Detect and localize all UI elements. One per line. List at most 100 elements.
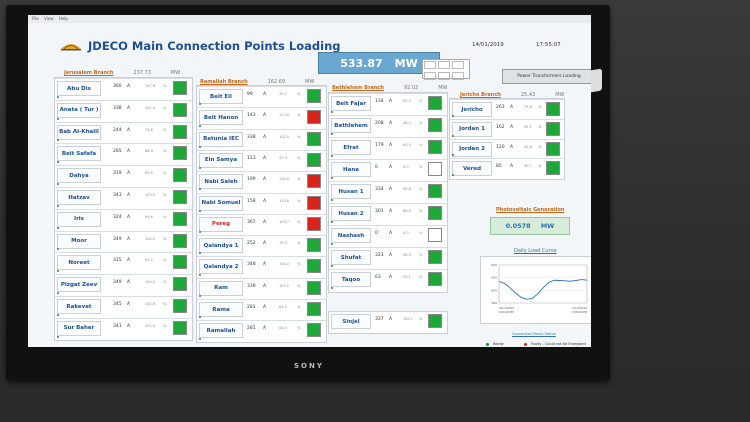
connection-point-row[interactable]: Ein Samya 113 A 57.3% <box>197 149 326 171</box>
point-amps: 281 <box>247 305 256 310</box>
point-percent-unit: % <box>538 164 542 169</box>
status-indicator <box>546 121 560 136</box>
ready-dot-icon <box>199 145 201 148</box>
connection-point-row[interactable]: Ramallah 281 A 84.0% <box>197 320 326 341</box>
point-percent: 99.8 <box>403 187 411 191</box>
connection-point-row[interactable]: Sinjel 337 A 100.7% <box>329 312 447 333</box>
connection-point-row[interactable]: Rakevet 345 A 102.6% <box>55 296 192 318</box>
status-indicator <box>307 110 321 125</box>
point-name: Hana <box>331 162 371 177</box>
connection-point-row[interactable]: Beit Safafa 285 A 86.9% <box>55 143 192 165</box>
pv-title: Photovoltaic Generation <box>496 207 565 213</box>
connection-point-row[interactable]: Beit Eil 99 A 30.2% <box>197 86 326 107</box>
connection-point-row[interactable]: Pizgat Zeev 349 A 104.2% <box>55 274 192 296</box>
branch-column-jerusalem: Abu Dis 360 A 107.6% Anata ( Tur ) 338 A 101.0%… <box>54 77 193 341</box>
connection-point-row[interactable]: Betunia IEC 338 A 101.0% <box>197 128 326 150</box>
status-indicator <box>173 255 187 270</box>
ready-dot-icon <box>452 134 454 137</box>
connection-point-row[interactable]: Beit Fajar 134 A 63.5% <box>329 93 447 115</box>
status-indicator <box>546 161 560 176</box>
connection-point-row[interactable]: Jordan 1 162 A 55.1% <box>450 118 564 139</box>
point-name: Noreet <box>57 255 101 271</box>
connection-point-row[interactable]: Husan 1 334 A 99.8% <box>329 181 447 203</box>
connection-points-status-link[interactable]: Connection Points Status <box>512 332 556 336</box>
connection-point-row[interactable]: Dahya 319 A 92.0% <box>55 165 192 187</box>
connection-point-row[interactable]: Jordan 2 120 A 40.6% <box>450 138 564 159</box>
connection-point-row[interactable]: Moor 349 A 104.2% <box>55 230 192 253</box>
point-name: Sinjel <box>331 314 371 329</box>
ready-dot-icon <box>331 221 333 223</box>
point-percent-unit: % <box>419 121 423 125</box>
connection-point-row[interactable]: Hana 0 A 0.0% <box>329 159 447 181</box>
connection-point-row[interactable]: Iris 324 A 95.6% <box>55 208 192 231</box>
point-percent: 113.6 <box>279 113 290 118</box>
point-percent: 96.5 <box>403 253 411 257</box>
point-name: Beit Fajar <box>331 96 371 111</box>
y-tick-label: 300 <box>491 301 497 305</box>
point-amps: 120 <box>496 144 505 150</box>
connection-point-row[interactable]: Bethlehem 208 A 48.2% <box>329 115 447 137</box>
connection-point-row[interactable]: Rama 281 A 84.0% <box>197 299 326 320</box>
point-amps: 315 <box>113 258 122 264</box>
connection-point-row[interactable]: Hatzav 343 A 103.0% <box>55 187 192 209</box>
connection-point-row[interactable]: Abu Dis 360 A 107.6% <box>55 78 192 100</box>
connection-point-row[interactable]: Sur Baher 341 A 101.0% <box>55 317 192 340</box>
power-transformers-button[interactable]: Power Transformers Loading <box>502 69 591 84</box>
point-amps: 244 <box>113 127 122 133</box>
point-percent: 63.5 <box>403 99 411 103</box>
menu-file[interactable]: File <box>32 16 39 21</box>
connection-point-row[interactable]: Nabi Somuel 158 A 125.6% <box>197 192 326 214</box>
point-percent-unit: % <box>419 231 423 235</box>
point-percent: 103.0 <box>145 193 156 197</box>
connection-point-row[interactable]: Anata ( Tur ) 338 A 101.0% <box>55 99 192 122</box>
status-indicator <box>428 314 442 328</box>
point-percent: 84.0 <box>279 305 287 309</box>
connection-point-row[interactable]: Pereg 367 A 109.7% <box>197 213 326 235</box>
ready-dot-icon <box>57 226 59 229</box>
status-indicator <box>173 168 187 183</box>
connection-point-row[interactable]: Qalandya 1 252 A 75.3% <box>197 235 326 256</box>
connection-point-row[interactable]: Bab Al-Khalil 244 A 74.6% <box>55 121 192 144</box>
connection-point-row[interactable]: Shufat 323 A 96.5% <box>329 247 447 269</box>
connection-point-row[interactable]: Jericho 263 A 73.6% <box>450 99 564 119</box>
ready-dot-icon <box>199 252 201 255</box>
connection-point-row[interactable]: Nashash 0 A 0.0% <box>329 225 447 247</box>
connection-point-row[interactable]: Efrat 179 A 63.5% <box>329 137 447 159</box>
point-percent: 40.6 <box>524 144 532 149</box>
menu-view[interactable]: View <box>43 16 54 21</box>
point-amps: 285 <box>113 149 122 155</box>
branch-header-jericho: Jericho Branch 25.43 MW <box>460 92 564 98</box>
connection-point-row[interactable]: Vered 85 A 30.7% <box>450 158 564 178</box>
connection-point-row[interactable]: Nabi Saleh 199 A 134.6% <box>197 171 326 192</box>
point-amps: 63 <box>375 275 381 280</box>
status-indicator <box>428 162 442 176</box>
ready-dot-icon <box>331 133 333 135</box>
point-percent: 75.3 <box>279 241 287 246</box>
point-amps: 199 <box>247 177 256 183</box>
point-unit: A <box>127 280 131 286</box>
connection-point-row[interactable]: Noreet 315 A 91.2% <box>55 252 192 274</box>
daily-load-curve-title: Daily Load Curve <box>514 248 557 254</box>
point-amps: 99 <box>247 92 253 97</box>
branch-load: 92.02 <box>403 85 419 91</box>
point-name: Anata ( Tur ) <box>57 102 101 118</box>
ready-dot-icon <box>486 342 489 346</box>
point-name: Nabi Somuel <box>199 195 243 211</box>
point-percent: 57.3 <box>279 155 287 160</box>
connection-point-row[interactable]: Husan 2 301 A 89.9% <box>329 203 447 225</box>
connection-point-row[interactable]: Beit Hanon 143 A 113.6% <box>197 107 326 128</box>
point-percent: 30.7 <box>524 164 532 169</box>
branch-unit: MW <box>555 92 565 98</box>
connection-point-row[interactable]: Taqoo 63 A 50.1% <box>329 269 447 291</box>
menu-help[interactable]: Help <box>58 16 68 21</box>
point-unit: A <box>510 144 514 150</box>
point-name: Moor <box>57 233 101 249</box>
point-percent: 134.6 <box>279 177 290 182</box>
point-amps: 348 <box>247 262 256 268</box>
connection-point-row[interactable]: Qalandya 2 348 A 104.0% <box>197 256 326 277</box>
point-name: Nashash <box>331 228 371 243</box>
connection-point-row[interactable]: Ram 339 A 101.2% <box>197 277 326 299</box>
status-indicator <box>428 118 442 132</box>
point-amps: 324 <box>113 214 122 220</box>
point-percent: 101.0 <box>145 323 156 328</box>
